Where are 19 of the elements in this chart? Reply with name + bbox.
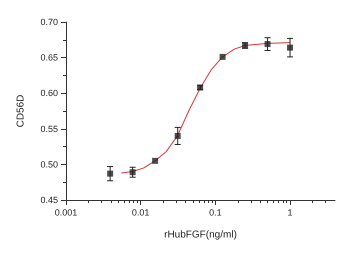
- y-axis-title: CD56D: [16, 94, 26, 128]
- y-tick-label: 0.45: [40, 195, 58, 205]
- y-tick-label: 0.50: [40, 159, 58, 170]
- x-tick-label: 0.1: [209, 208, 222, 218]
- y-tick-label: 0.65: [40, 52, 58, 63]
- y-tick-label: 0.70: [40, 17, 58, 27]
- point: [130, 169, 136, 176]
- y-tick-label: 0.60: [40, 88, 58, 98]
- point: [174, 132, 181, 139]
- x-axis-title: rHubFGF(ng/ml): [164, 230, 237, 240]
- point: [220, 54, 226, 60]
- point: [107, 170, 114, 177]
- y-tick-label: 0.55: [40, 124, 58, 134]
- point: [287, 44, 294, 51]
- x-tick-label: 0.001: [54, 208, 78, 218]
- x-tick-label: 0.01: [132, 208, 150, 218]
- point: [152, 158, 158, 164]
- point: [264, 41, 271, 48]
- x-tick-label: 1: [288, 208, 293, 218]
